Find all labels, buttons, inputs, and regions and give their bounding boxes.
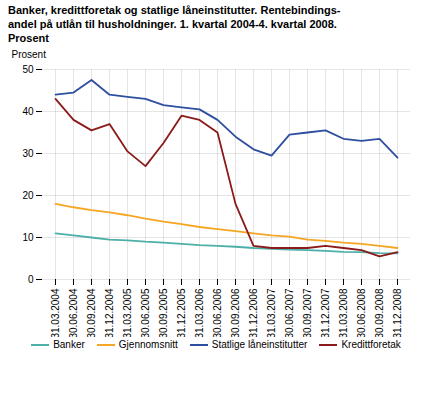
html-text:Statlige låneinstitutter: Statlige låneinstitutter (211, 339, 308, 351)
svg-text:30.06.2007: 30.06.2007 (284, 288, 295, 337)
svg-text:31.12.2005: 31.12.2005 (176, 288, 187, 337)
svg-text:Prosent: Prosent (12, 49, 47, 60)
svg-text:0: 0 (28, 274, 34, 285)
svg-text:31.12.2007: 31.12.2007 (320, 288, 331, 337)
svg-text:31.03.2005: 31.03.2005 (122, 288, 133, 337)
svg-text:20: 20 (22, 190, 34, 201)
svg-text:31.03.2008: 31.03.2008 (338, 288, 349, 337)
html-text:Banker: Banker (53, 339, 85, 351)
svg-text:30.06.2005: 30.06.2005 (140, 288, 151, 337)
svg-text:50: 50 (22, 64, 34, 75)
svg-text:30.09.2005: 30.09.2005 (158, 288, 169, 337)
html-text:Prosent: Prosent (8, 31, 49, 44)
svg-text:30.09.2004: 30.09.2004 (86, 288, 97, 337)
svg-text:30: 30 (22, 148, 34, 159)
svg-text:30.06.2004: 30.06.2004 (68, 288, 79, 337)
svg-text:30.06.2008: 30.06.2008 (356, 288, 367, 337)
html-text:Banker, kredittforetak og stat: Banker, kredittforetak og statlige lånei… (8, 4, 341, 30)
svg-text:10: 10 (22, 232, 34, 243)
svg-text:30.09.2007: 30.09.2007 (302, 288, 313, 337)
html-text:Gjennomsnitt: Gjennomsnitt (118, 339, 178, 351)
svg-text:30.06.2006: 30.06.2006 (212, 288, 223, 337)
svg-text:31.12.2008: 31.12.2008 (392, 288, 403, 337)
svg-text:31.12.2006: 31.12.2006 (248, 288, 259, 337)
svg-text:31.03.2007: 31.03.2007 (266, 288, 277, 337)
svg-text:30.09.2008: 30.09.2008 (374, 288, 385, 337)
svg-text:40: 40 (22, 106, 34, 117)
html-text:Kredittforetak: Kredittforetak (341, 339, 401, 351)
svg-text:31.03.2004: 31.03.2004 (50, 288, 61, 337)
svg-text:30.09.2006: 30.09.2006 (230, 288, 241, 337)
svg-text:31.03.2006: 31.03.2006 (194, 288, 205, 337)
svg-text:31.12.2004: 31.12.2004 (104, 288, 115, 337)
